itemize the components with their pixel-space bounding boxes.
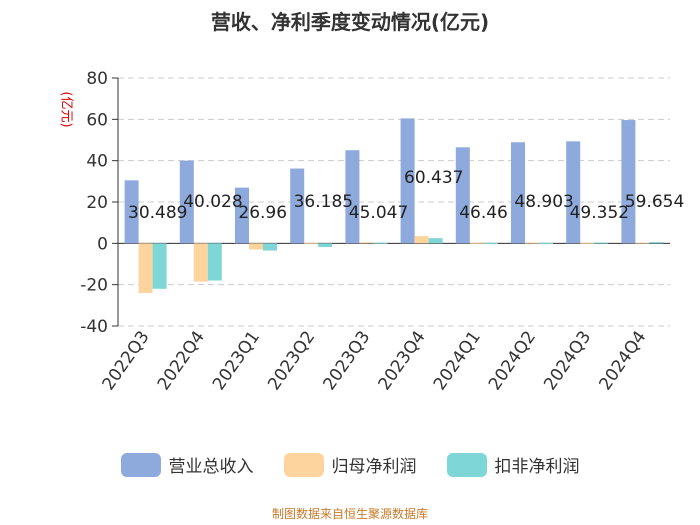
bar-deducted-profit (428, 238, 443, 244)
data-label-revenue: 60.437 (404, 168, 463, 188)
legend-item-net-profit[interactable]: 归母净利润 (283, 452, 417, 477)
y-tick-label: -40 (80, 317, 108, 337)
bar-net-profit (138, 243, 153, 293)
bar-deducted-profit (373, 242, 388, 244)
bar-deducted-profit (207, 243, 222, 281)
data-label-revenue: 59.654 (625, 192, 684, 212)
bar-revenue (511, 142, 525, 244)
legend-swatch-deducted-profit (446, 452, 487, 477)
y-tick-label: 80 (86, 69, 108, 89)
source-note: 制图数据来自恒生聚源数据库 (271, 507, 428, 521)
legend-swatch-net-profit (283, 452, 324, 477)
bar-net-profit (304, 242, 319, 244)
bar-deducted-profit (483, 242, 498, 244)
x-tick-label: 2023Q1 (209, 327, 264, 394)
y-tick-label: 40 (86, 152, 108, 172)
y-tick-label: 20 (86, 193, 108, 213)
legend-item-revenue[interactable]: 营业总收入 (120, 452, 254, 477)
bar-net-profit (414, 236, 429, 244)
bar-deducted-profit (594, 242, 609, 244)
x-tick-label: 2023Q3 (319, 327, 374, 394)
data-label-revenue: 49.352 (570, 203, 629, 223)
x-tick-label: 2023Q2 (264, 327, 319, 394)
bar-revenue (345, 150, 360, 244)
bar-revenue (621, 120, 636, 244)
bar-revenue (455, 147, 470, 244)
bar-revenue (290, 168, 305, 244)
bar-net-profit (469, 242, 484, 244)
bar-revenue (566, 141, 581, 244)
bar-net-profit (249, 243, 263, 250)
bar-net-profit (193, 243, 208, 282)
legend: 营业总收入 归母净利润 扣非净利润 (0, 452, 700, 477)
legend-label-net-profit: 归母净利润 (331, 457, 417, 477)
chart-title: 营收、净利季度变动情况(亿元) (210, 10, 490, 34)
x-tick-label: 2024Q1 (430, 327, 485, 394)
bar-deducted-profit (649, 242, 664, 244)
bar-revenue (124, 180, 139, 244)
bar-net-profit (635, 242, 650, 244)
bar-net-profit (359, 242, 374, 244)
legend-label-deducted-profit: 扣非净利润 (494, 457, 580, 477)
data-label-revenue: 48.903 (514, 192, 573, 212)
bar-deducted-profit (318, 243, 333, 248)
data-label-revenue: 46.46 (459, 203, 508, 223)
bar-deducted-profit (152, 243, 167, 289)
x-tick-label: 2022Q4 (154, 327, 209, 394)
bar-revenue (400, 118, 415, 244)
legend-swatch-revenue (120, 452, 161, 477)
data-label-revenue: 40.028 (183, 192, 242, 212)
y-tick-label: -20 (80, 276, 108, 296)
x-tick-label: 2024Q4 (595, 327, 650, 394)
y-tick-label: 0 (97, 234, 108, 254)
data-label-revenue: 36.185 (294, 192, 353, 212)
bar-deducted-profit (263, 243, 277, 251)
x-tick-label: 2024Q3 (540, 327, 595, 394)
x-tick-label: 2022Q3 (99, 327, 154, 394)
data-label-revenue: 45.047 (349, 203, 408, 223)
bar-revenue (235, 187, 249, 244)
legend-label-revenue: 营业总收入 (168, 457, 254, 477)
bar-net-profit (525, 242, 539, 244)
x-tick-label: 2023Q4 (375, 327, 430, 394)
bar-revenue (179, 160, 194, 244)
legend-item-deducted-profit[interactable]: 扣非净利润 (446, 452, 580, 477)
bars (124, 118, 664, 293)
grid-lines (118, 77, 670, 327)
data-label-revenue: 30.489 (128, 203, 187, 223)
bar-net-profit (580, 242, 595, 244)
x-tick-label: 2024Q2 (485, 327, 540, 394)
bar-deducted-profit (539, 242, 553, 244)
y-tick-label: 60 (86, 110, 108, 130)
data-label-revenue: 26.96 (238, 203, 287, 223)
